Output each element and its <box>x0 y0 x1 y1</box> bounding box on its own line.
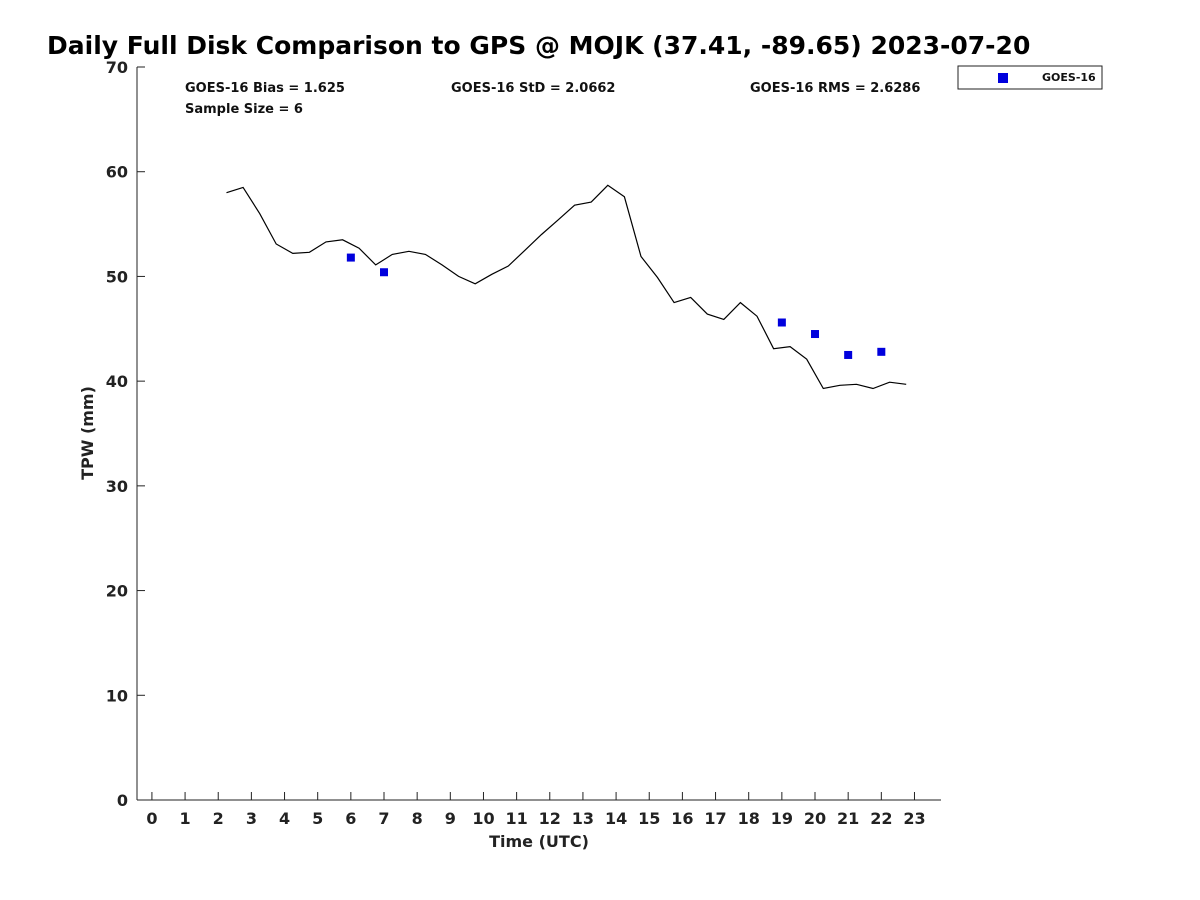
y-tick-label: 30 <box>106 477 128 496</box>
y-tick-label: 50 <box>106 267 128 286</box>
chart-title: Daily Full Disk Comparison to GPS @ MOJK… <box>47 31 1030 60</box>
x-tick-label: 20 <box>804 809 826 828</box>
x-tick-label: 6 <box>345 809 356 828</box>
rms-stat: GOES-16 RMS = 2.6286 <box>750 81 920 96</box>
x-tick-label: 13 <box>572 809 594 828</box>
x-tick-label: 17 <box>704 809 726 828</box>
x-tick-label: 21 <box>837 809 859 828</box>
std-stat: GOES-16 StD = 2.0662 <box>451 81 615 96</box>
x-tick-label: 11 <box>505 809 527 828</box>
x-tick-label: 22 <box>870 809 892 828</box>
x-axis-ticks: 0 1 2 3 4 5 6 7 8 9 10 11 12 13 14 15 16 17 18 19 20 21 22 23 <box>146 792 926 828</box>
x-tick-label: 0 <box>146 809 157 828</box>
x-tick-label: 7 <box>378 809 389 828</box>
x-tick-label: 14 <box>605 809 627 828</box>
x-tick-label: 12 <box>539 809 561 828</box>
x-tick-label: 5 <box>312 809 323 828</box>
y-tick-label: 10 <box>106 686 128 705</box>
sample-size-stat: Sample Size = 6 <box>185 102 303 117</box>
bias-stat: GOES-16 Bias = 1.625 <box>185 81 345 96</box>
x-tick-label: 18 <box>738 809 760 828</box>
legend-marker-goes16 <box>998 73 1008 83</box>
legend-label-goes16: GOES-16 <box>1042 71 1096 84</box>
goes16-point <box>877 347 886 356</box>
goes16-point <box>811 330 820 339</box>
goes16-series <box>346 253 886 359</box>
y-tick-label: 20 <box>106 582 128 601</box>
gps-series <box>226 184 907 390</box>
goes16-point <box>380 268 389 277</box>
y-tick-label: 0 <box>117 791 128 810</box>
x-tick-label: 1 <box>180 809 191 828</box>
x-tick-label: 16 <box>671 809 693 828</box>
x-axis-label: Time (UTC) <box>489 832 589 851</box>
y-tick-label: 70 <box>106 58 128 77</box>
y-axis-ticks: 0 10 20 30 40 50 60 70 <box>106 58 145 810</box>
x-tick-label: 3 <box>246 809 257 828</box>
legend: GOES-16 <box>957 65 1103 90</box>
legend-box <box>957 65 1103 90</box>
y-tick-label: 60 <box>106 163 128 182</box>
y-axis-label: TPW (mm) <box>78 386 97 480</box>
goes16-point <box>346 253 355 262</box>
goes16-point <box>777 318 786 327</box>
x-tick-label: 4 <box>279 809 290 828</box>
x-tick-label: 2 <box>213 809 224 828</box>
gps-line <box>226 184 907 390</box>
x-tick-label: 8 <box>412 809 423 828</box>
x-tick-label: 19 <box>771 809 793 828</box>
x-tick-label: 9 <box>445 809 456 828</box>
x-tick-label: 15 <box>638 809 660 828</box>
goes16-point <box>844 350 853 359</box>
x-tick-label: 23 <box>903 809 925 828</box>
y-tick-label: 40 <box>106 372 128 391</box>
x-tick-label: 10 <box>472 809 494 828</box>
